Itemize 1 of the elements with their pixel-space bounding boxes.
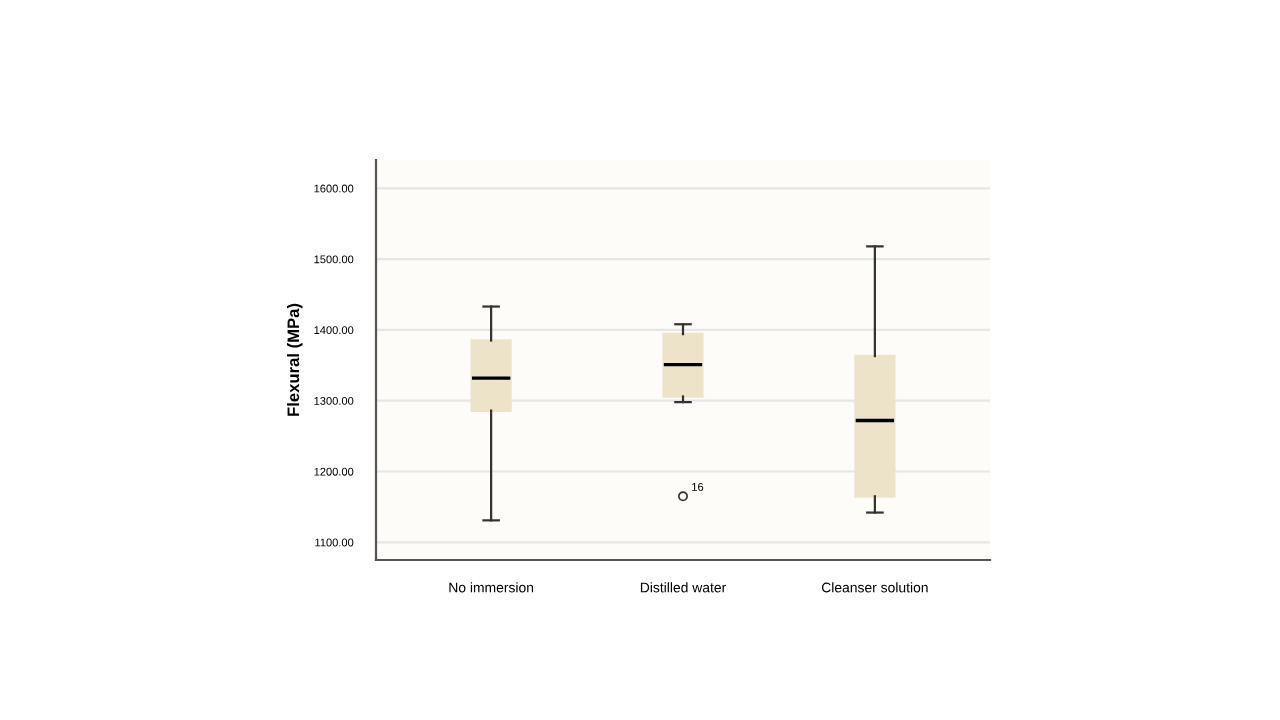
y-axis-title: Flexural (MPa) bbox=[286, 303, 303, 416]
